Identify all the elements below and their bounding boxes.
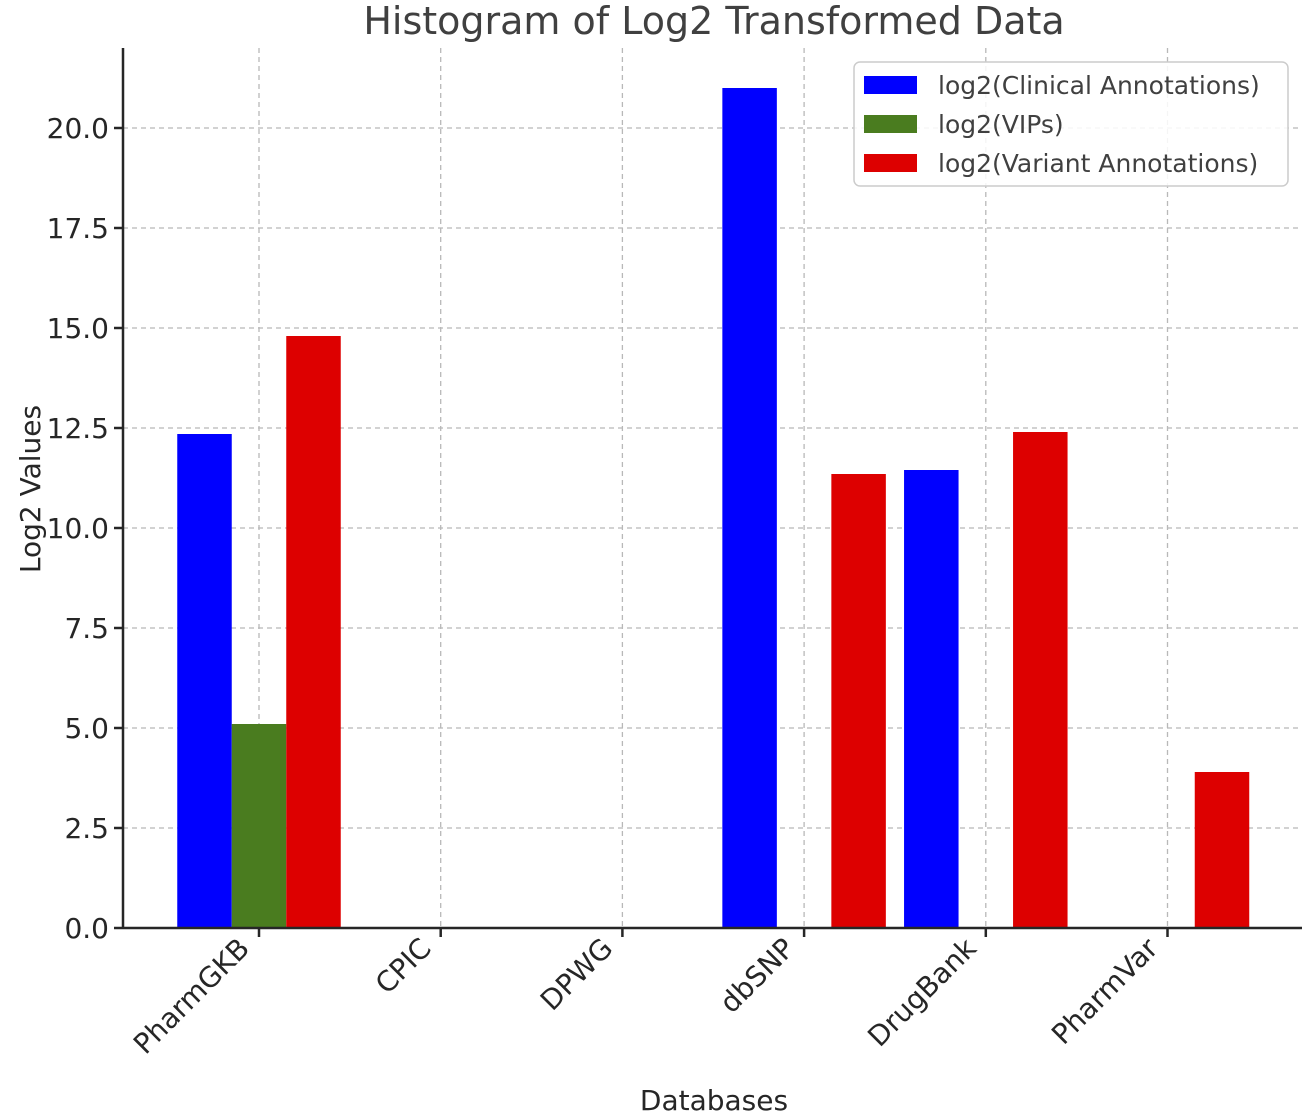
legend-swatch (864, 76, 917, 94)
y-tick-label: 12.5 (47, 412, 109, 445)
legend: log2(Clinical Annotations) log2(VIPs) log2… (853, 61, 1289, 187)
axes-layer (121, 48, 1302, 930)
y-tick-label: 15.0 (47, 312, 109, 345)
legend-swatch (864, 115, 917, 133)
legend-label: log2(Clinical Annotations) (938, 71, 1260, 100)
y-tick-label: 2.5 (64, 812, 109, 845)
chart-title: Histogram of Log2 Transformed Data (363, 0, 1064, 43)
y-tick-label: 5.0 (64, 712, 109, 745)
legend-swatch (864, 154, 917, 172)
bar-pharmvar-series-3 (1194, 772, 1250, 928)
y-tick-label: 17.5 (47, 212, 109, 245)
y-tick-label: 0.0 (64, 912, 109, 945)
x-tick-label: DrugBank (861, 931, 983, 1053)
bar-drugbank-series-3 (1013, 432, 1068, 928)
bar-pharmgkb-series-2 (231, 724, 287, 928)
x-tick-label: dbSNP (713, 932, 801, 1020)
legend-frame (853, 61, 1289, 187)
y-tick-label: 20.0 (47, 112, 109, 145)
bar-dbsnp-series-1 (722, 88, 777, 928)
bar-dbsnp-series-3 (831, 474, 886, 928)
bar-pharmgkb-series-3 (286, 336, 341, 928)
legend-label: log2(VIPs) (938, 110, 1064, 139)
x-tick-label: CPIC (369, 932, 438, 1001)
x-tick-label: PharmGKB (127, 932, 256, 1061)
x-tick-label: DPWG (534, 932, 619, 1017)
y-tick-label: 7.5 (64, 612, 109, 645)
x-tick-label: PharmVar (1045, 931, 1165, 1051)
bar-drugbank-series-1 (904, 470, 959, 928)
x-axis-label: Databases (640, 1084, 788, 1116)
y-tick-label: 10.0 (47, 512, 109, 545)
legend-label: log2(Variant Annotations) (938, 149, 1258, 178)
bar-pharmgkb-series-1 (177, 434, 232, 928)
bars-layer (177, 88, 1250, 928)
y-axis-label: Log2 Values (14, 405, 47, 573)
